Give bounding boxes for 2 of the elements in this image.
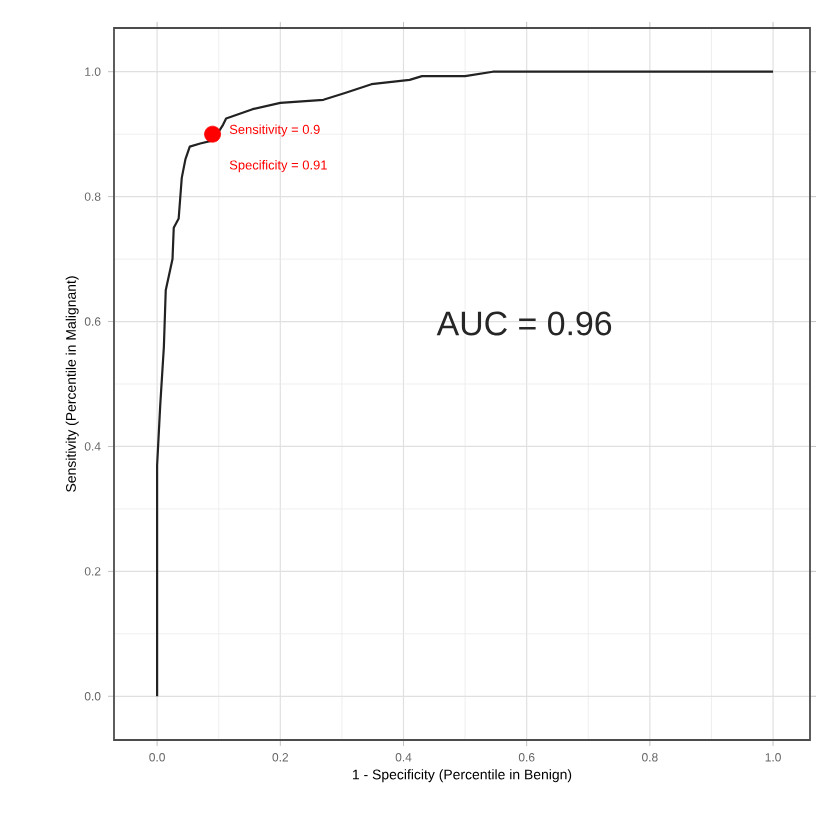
annotation: AUC = 0.96 [436,311,612,336]
line-series [156,70,775,698]
